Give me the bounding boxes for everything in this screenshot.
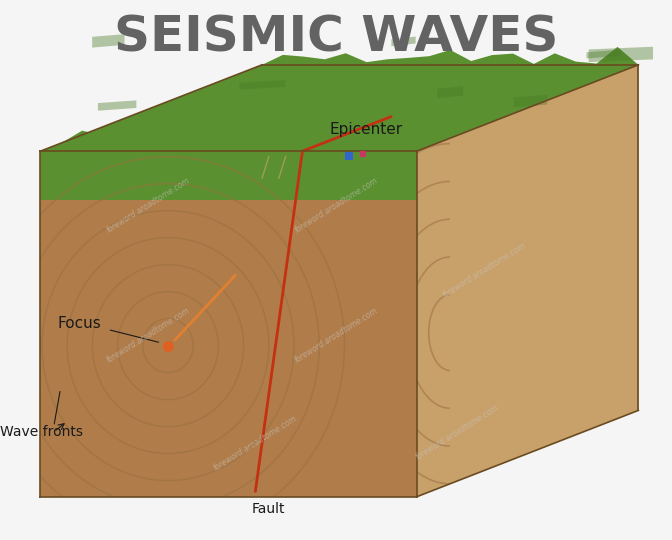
Polygon shape [40,47,638,151]
Text: Epicenter: Epicenter [329,122,403,137]
Polygon shape [417,65,638,497]
Text: foreword.aroadtome.com: foreword.aroadtome.com [292,176,380,234]
Point [344,151,355,160]
Polygon shape [391,37,416,46]
Polygon shape [40,65,638,151]
Polygon shape [92,34,124,48]
Point [358,150,368,159]
Polygon shape [589,47,653,62]
Text: SEISMIC WAVES: SEISMIC WAVES [114,14,558,62]
Polygon shape [40,151,417,497]
Polygon shape [587,50,621,58]
Text: foreword.aroadtome.com: foreword.aroadtome.com [292,306,380,364]
Text: Focus: Focus [57,316,101,332]
Text: foreword.aroadtome.com: foreword.aroadtome.com [104,176,192,234]
Polygon shape [40,65,638,151]
Polygon shape [40,151,417,200]
Polygon shape [239,80,286,90]
Polygon shape [514,95,547,107]
Text: foreword.aroadtome.com: foreword.aroadtome.com [104,306,192,364]
Text: foreword.aroadtome.com: foreword.aroadtome.com [212,414,299,472]
Point [163,341,173,350]
Polygon shape [98,100,136,111]
Text: Wave fronts: Wave fronts [0,425,83,439]
Text: Fault: Fault [252,502,286,516]
Text: foreword.aroadtome.com: foreword.aroadtome.com [413,403,501,461]
Text: foreword.aroadtome.com: foreword.aroadtome.com [440,241,528,299]
Polygon shape [437,86,463,98]
